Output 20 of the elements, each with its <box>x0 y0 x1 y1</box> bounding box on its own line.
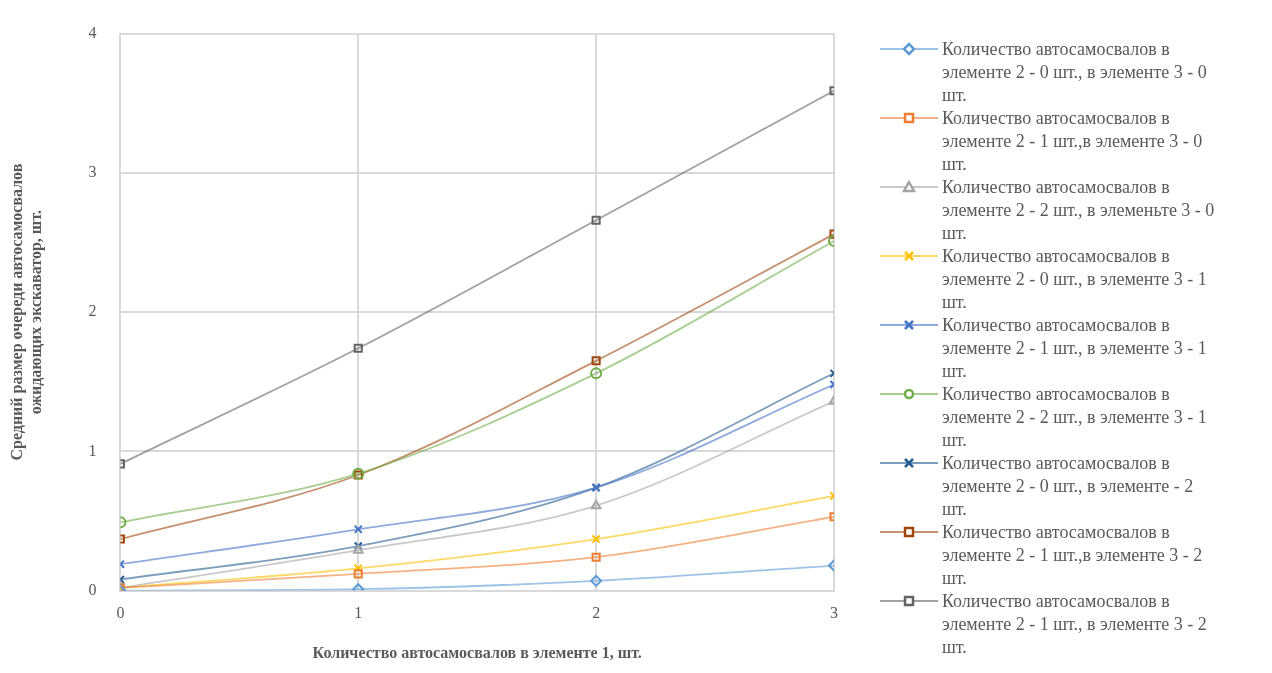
x-tick-label: 1 <box>354 604 363 622</box>
legend-label: Количество автосамосвалов в элементе 2 - 1 шт., в элементе 3 - 2 шт. <box>942 590 1208 659</box>
legend-label: Количество автосамосвалов в элементе 2 - 0 шт., в элементе 3 - 1 шт. <box>942 245 1208 314</box>
x-axis-title: Количество автосамосвалов в элементе 1, шт. <box>312 643 642 661</box>
legend-label: Количество автосамосвалов в элементе 2 - 2 шт., в элеменьте 3 - 0 шт. <box>942 176 1216 245</box>
y-axis-title: Средний размер очереди автосамосвалов ожидающих экскаватор, шт. <box>7 163 45 461</box>
legend-label: Количество автосамосвалов в элементе 2 - 2 шт., в элементе 3 - 1 шт. <box>942 383 1208 452</box>
y-tick-label: 2 <box>88 302 97 320</box>
y-tick-label: 0 <box>88 580 97 598</box>
x-tick-label: 0 <box>116 604 125 622</box>
y-tick-label: 3 <box>88 163 97 181</box>
legend-label: Количество автосамосвалов в элементе 2 - 0 шт., в элементе - 2 шт. <box>942 452 1195 521</box>
y-tick-label: 1 <box>88 441 97 459</box>
x-tick-label: 3 <box>830 604 838 622</box>
legend-label: Количество автосамосвалов в элементе 2 - 0 шт., в элементе 3 - 0 шт. <box>942 38 1208 107</box>
y-tick-label: 4 <box>88 23 97 41</box>
legend-label: Количество автосамосвалов в элементе 2 - 1 шт.,в элементе 3 - 0 шт. <box>942 107 1204 176</box>
legend-label: Количество автосамосвалов в элементе 2 - 1 шт., в элементе 3 - 1 шт. <box>942 314 1208 383</box>
x-tick-label: 2 <box>592 604 601 622</box>
legend-label: Количество автосамосвалов в элементе 2 - 1 шт.,в элементе 3 - 2 шт. <box>942 521 1204 590</box>
